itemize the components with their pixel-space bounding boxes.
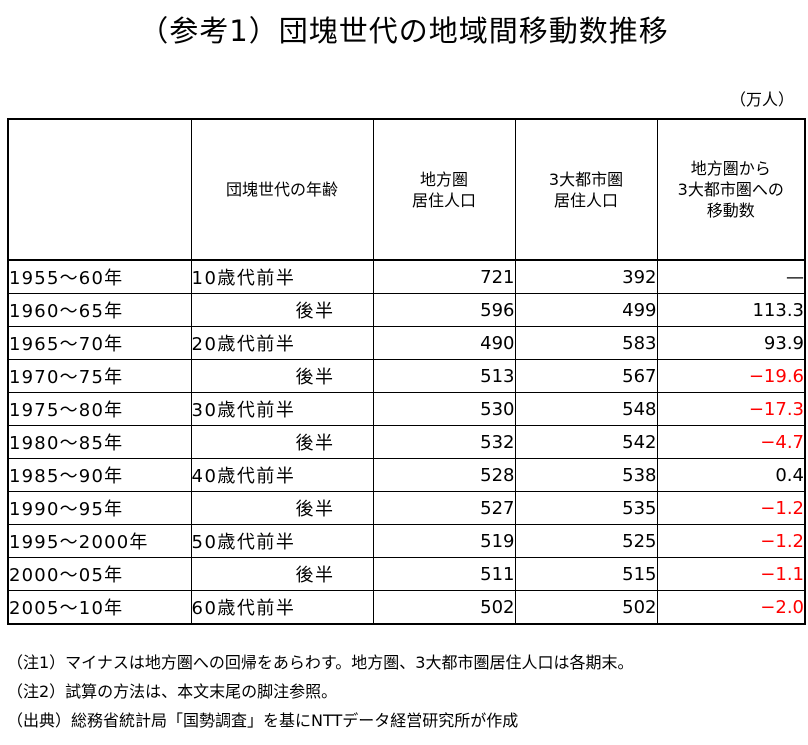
- migration-table: 団塊世代の年齢 地方圏 居住人口 3大都市圏 居住人口 地方圏から 3大都市圏への 移動…: [7, 118, 806, 625]
- header-period: [7, 118, 192, 261]
- period-cell: 1965～70年: [7, 326, 192, 360]
- metro-population-cell: 502: [514, 590, 658, 625]
- period-cell: 1990～95年: [7, 491, 192, 525]
- migration-cell: −4.7: [656, 425, 806, 459]
- rural-population-cell: 502: [372, 590, 516, 625]
- header-age: 団塊世代の年齢: [190, 118, 374, 261]
- note-2: （注2）試算の方法は、本文末尾の脚注参照。: [7, 682, 338, 701]
- rural-population-cell: 527: [372, 491, 516, 525]
- migration-cell: —: [656, 259, 806, 294]
- period-cell: 1970～75年: [7, 359, 192, 393]
- rural-population-cell: 513: [372, 359, 516, 393]
- metro-population-cell: 515: [514, 557, 658, 591]
- age-cell: 30歳代前半: [190, 392, 374, 426]
- table-row: 1975～80年 30歳代前半 530 548 −17.3: [7, 392, 806, 426]
- table-row: 1990～95年 後半 527 535 −1.2: [7, 491, 806, 525]
- period-cell: 2000～05年: [7, 557, 192, 591]
- period-cell: 1975～80年: [7, 392, 192, 426]
- table-row: 1980～85年 後半 532 542 −4.7: [7, 425, 806, 459]
- age-cell: 後半: [190, 425, 374, 459]
- unit-label: （万人）: [729, 90, 794, 109]
- period-cell: 1995～2000年: [7, 524, 192, 558]
- metro-population-cell: 548: [514, 392, 658, 426]
- metro-population-cell: 499: [514, 293, 658, 327]
- metro-population-cell: 583: [514, 326, 658, 360]
- note-1: （注1）マイナスは地方圏への回帰をあらわす。地方圏、3大都市圏居住人口は各期末。: [7, 653, 634, 672]
- age-cell: 後半: [190, 491, 374, 525]
- table-row: 1965～70年 20歳代前半 490 583 93.9: [7, 326, 806, 360]
- table-row: 1995～2000年 50歳代前半 519 525 −1.2: [7, 524, 806, 558]
- rural-population-cell: 596: [372, 293, 516, 327]
- table-header-row: 団塊世代の年齢 地方圏 居住人口 3大都市圏 居住人口 地方圏から 3大都市圏への 移動…: [7, 118, 806, 261]
- age-cell: 後半: [190, 293, 374, 327]
- period-cell: 1955～60年: [7, 259, 192, 294]
- header-metro-population: 3大都市圏 居住人口: [514, 118, 658, 261]
- metro-population-cell: 525: [514, 524, 658, 558]
- page-title: （参考1）団塊世代の地域間移動数推移: [139, 14, 669, 48]
- rural-population-cell: 511: [372, 557, 516, 591]
- migration-cell: −2.0: [656, 590, 806, 625]
- period-cell: 1985～90年: [7, 458, 192, 492]
- metro-population-cell: 542: [514, 425, 658, 459]
- age-cell: 20歳代前半: [190, 326, 374, 360]
- age-cell: 40歳代前半: [190, 458, 374, 492]
- table-row: 2005～10年 60歳代前半 502 502 −2.0: [7, 590, 806, 625]
- table-row: 1955～60年 10歳代前半 721 392—: [7, 259, 806, 294]
- age-cell: 50歳代前半: [190, 524, 374, 558]
- age-cell: 10歳代前半: [190, 259, 374, 294]
- migration-cell: −1.1: [656, 557, 806, 591]
- header-migration: 地方圏から 3大都市圏への 移動数: [656, 118, 806, 261]
- migration-cell: −1.2: [656, 524, 806, 558]
- source-note: （出典）総務省統計局「国勢調査」を基にNTTデータ経営研究所が作成: [7, 711, 519, 730]
- migration-cell: 93.9: [656, 326, 806, 360]
- age-cell: 後半: [190, 557, 374, 591]
- notes: （注1）マイナスは地方圏への回帰をあらわす。地方圏、3大都市圏居住人口は各期末。…: [7, 648, 633, 735]
- age-cell: 後半: [190, 359, 374, 393]
- rural-population-cell: 721: [372, 259, 516, 294]
- migration-cell: 0.4: [656, 458, 806, 492]
- migration-cell: 113.3: [656, 293, 806, 327]
- metro-population-cell: 392: [514, 259, 658, 294]
- metro-population-cell: 567: [514, 359, 658, 393]
- migration-cell: −19.6: [656, 359, 806, 393]
- metro-population-cell: 538: [514, 458, 658, 492]
- period-cell: 1960～65年: [7, 293, 192, 327]
- age-cell: 60歳代前半: [190, 590, 374, 625]
- rural-population-cell: 530: [372, 392, 516, 426]
- table-row: 1960～65年 後半 596 499 113.3: [7, 293, 806, 327]
- rural-population-cell: 490: [372, 326, 516, 360]
- table-body: 1955～60年 10歳代前半 721 392—1960～65年 後半 596 499 113…: [7, 259, 806, 625]
- rural-population-cell: 519: [372, 524, 516, 558]
- rural-population-cell: 528: [372, 458, 516, 492]
- migration-cell: −17.3: [656, 392, 806, 426]
- table-row: 1970～75年 後半 513 567 −19.6: [7, 359, 806, 393]
- migration-cell: −1.2: [656, 491, 806, 525]
- rural-population-cell: 532: [372, 425, 516, 459]
- table-row: 2000～05年 後半 511 515 −1.1: [7, 557, 806, 591]
- period-cell: 1980～85年: [7, 425, 192, 459]
- header-rural-population: 地方圏 居住人口: [372, 118, 516, 261]
- metro-population-cell: 535: [514, 491, 658, 525]
- table-row: 1985～90年 40歳代前半 528 538 0.4: [7, 458, 806, 492]
- period-cell: 2005～10年: [7, 590, 192, 625]
